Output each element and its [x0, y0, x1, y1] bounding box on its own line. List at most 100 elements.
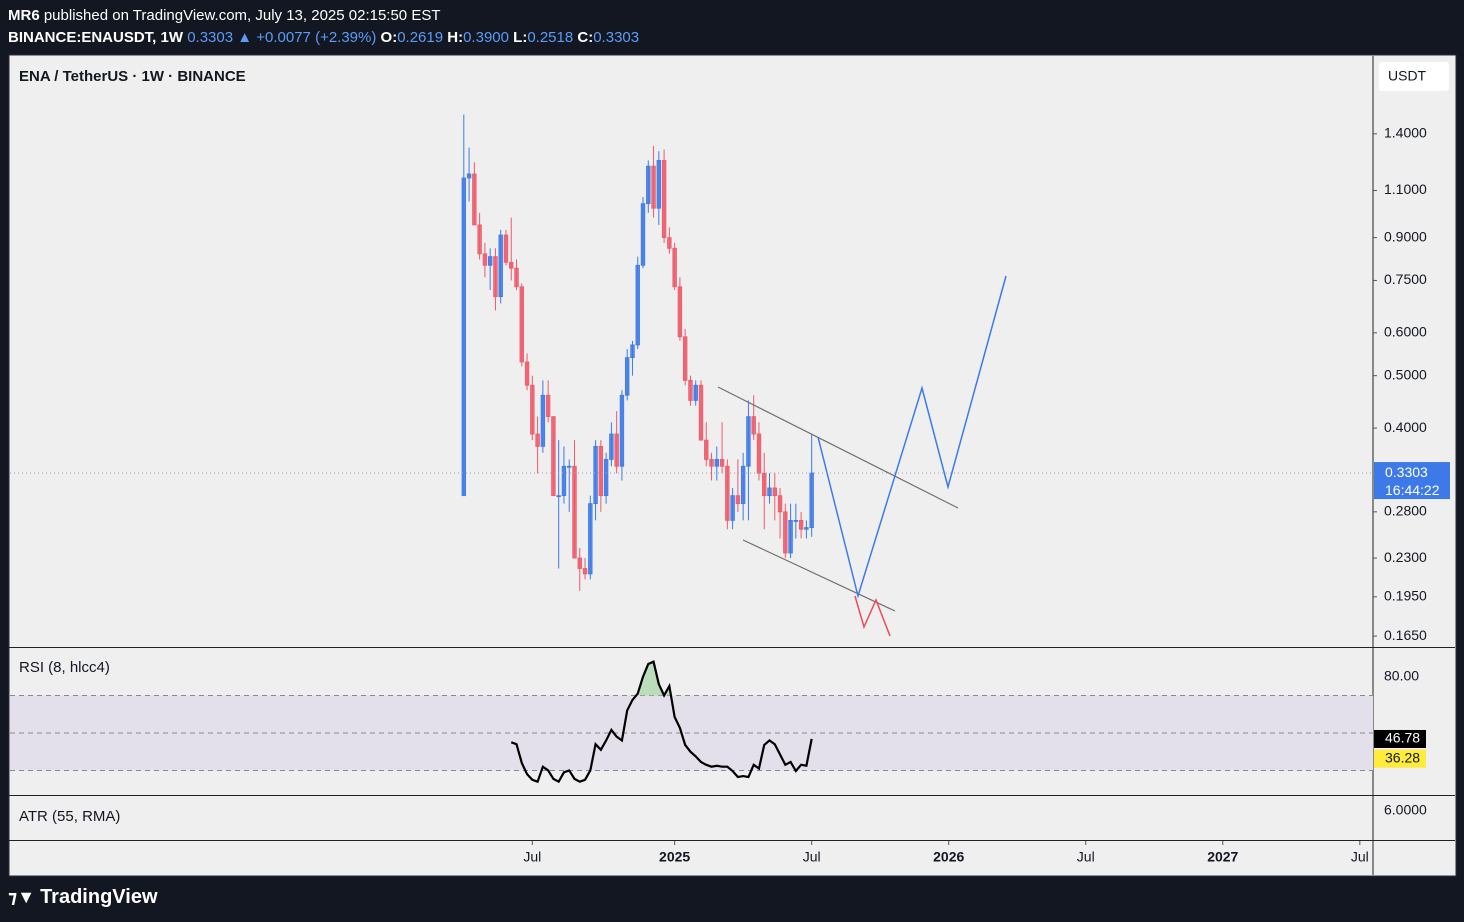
- countdown: 16:44:22: [1385, 482, 1440, 498]
- candle-body: [598, 445, 604, 497]
- candle-body: [477, 224, 482, 255]
- candle-body: [682, 336, 688, 381]
- candle-body: [635, 264, 640, 346]
- trend-line: [717, 386, 959, 509]
- candles: [461, 114, 814, 591]
- candle-body: [740, 465, 746, 505]
- candle-body: [519, 286, 524, 363]
- y-tick-label: 1.4000: [1384, 125, 1427, 141]
- candle-body: [704, 439, 709, 460]
- candle-body: [651, 165, 656, 209]
- candle-body: [693, 384, 698, 401]
- symbol: BINANCE:ENAUSDT, 1W: [8, 29, 184, 46]
- header-line-1: MR6 published on TradingView.com, July 1…: [8, 7, 441, 24]
- candle-body: [698, 384, 704, 441]
- logo-mark: ⁊▼: [8, 887, 40, 907]
- candle-body: [788, 519, 793, 554]
- y-tick-label: 0.1650: [1384, 627, 1427, 643]
- candle-body: [582, 568, 588, 575]
- candle-body: [551, 416, 556, 497]
- x-tick-label: Jul: [1077, 849, 1095, 865]
- ohlc-value: 0.2518: [527, 29, 573, 46]
- candle-body: [730, 495, 735, 521]
- currency-button[interactable]: [1379, 62, 1449, 91]
- candle-body: [772, 487, 777, 497]
- candle-body: [588, 503, 593, 575]
- candle-body: [709, 459, 714, 467]
- candle-body: [798, 519, 804, 530]
- x-tick-label: Jul: [523, 849, 541, 865]
- last-price-badge: [1374, 462, 1450, 500]
- y-tick-label: 0.4000: [1384, 419, 1427, 435]
- projection-path: [817, 275, 1007, 599]
- candle-body: [577, 557, 582, 569]
- candle-body: [567, 465, 572, 468]
- atr-tick-label: 6.0000: [1384, 802, 1427, 818]
- candle-body: [498, 234, 503, 298]
- candle-body: [545, 394, 551, 418]
- alt-projection-path: [854, 595, 891, 637]
- rsi-title: RSI (8, hlcc4): [19, 659, 110, 676]
- ohlc-value: 0.3900: [463, 29, 509, 46]
- rsi-value-badge: [1374, 729, 1426, 748]
- candle-body: [572, 465, 577, 559]
- rsi-ma-badge: [1374, 749, 1426, 768]
- candle-body: [493, 256, 498, 298]
- candle-body: [514, 267, 519, 288]
- change: ▲ +0.0077 (+2.39%): [237, 29, 376, 46]
- x-tick-label: Jul: [803, 849, 821, 865]
- x-tick-label: Jul: [1351, 849, 1369, 865]
- candle-body: [751, 416, 756, 435]
- candle-body: [640, 203, 646, 266]
- last: 0.3303: [187, 29, 233, 46]
- candle-body: [804, 527, 809, 530]
- candle-body: [535, 433, 540, 447]
- candle-body: [762, 472, 767, 497]
- candle-body: [809, 472, 814, 528]
- candle-body: [524, 361, 530, 386]
- candle-body: [603, 459, 609, 497]
- ohlc-label: L:: [513, 29, 527, 46]
- rsi-tick-label: 80.00: [1384, 667, 1419, 683]
- y-tick-label: 0.6000: [1384, 324, 1427, 340]
- candle-body: [672, 247, 677, 288]
- header-line-2: BINANCE:ENAUSDT, 1W 0.3303 ▲ +0.0077 (+2…: [8, 29, 639, 46]
- y-tick-label: 0.9000: [1384, 228, 1427, 244]
- trend-line: [742, 539, 896, 612]
- currency[interactable]: USDT: [1388, 68, 1427, 84]
- candle-body: [609, 433, 614, 460]
- rsi-band-fill: [10, 695, 1373, 771]
- ohlc-label: O:: [381, 29, 398, 46]
- candle-body: [593, 445, 598, 505]
- candle-body: [719, 459, 725, 467]
- candle-body: [725, 465, 730, 521]
- candle-body: [530, 384, 535, 435]
- candle-body: [688, 380, 693, 401]
- y-tick-label: 0.2800: [1384, 503, 1427, 519]
- candle-body: [677, 286, 683, 338]
- candle-body: [466, 173, 472, 179]
- candle-body: [767, 487, 772, 497]
- candle-body: [561, 465, 567, 497]
- candle-body: [661, 160, 667, 239]
- candle-body: [614, 433, 619, 467]
- candle-body: [509, 261, 514, 269]
- atr-title: ATR (55, RMA): [19, 808, 120, 825]
- brand: TradingView: [40, 886, 158, 908]
- y-tick-label: 1.1000: [1384, 181, 1427, 197]
- chart-title: ENA / TetherUS · 1W · BINANCE: [19, 68, 246, 85]
- candle-body: [619, 394, 625, 467]
- candle-body: [624, 357, 630, 396]
- x-tick-label: 2027: [1207, 849, 1238, 865]
- footer-brand: ⁊▼ TradingView: [8, 886, 158, 908]
- candle-body: [630, 344, 635, 358]
- y-tick-label: 0.2300: [1384, 549, 1427, 565]
- ohlc-value: 0.3303: [593, 29, 639, 46]
- published: published on TradingView.com, July 13, 2…: [44, 7, 441, 24]
- candle-body: [714, 459, 719, 467]
- author: MR6: [8, 7, 40, 24]
- candle-body: [487, 256, 493, 266]
- candle-body: [777, 495, 783, 513]
- candle-body: [556, 495, 561, 498]
